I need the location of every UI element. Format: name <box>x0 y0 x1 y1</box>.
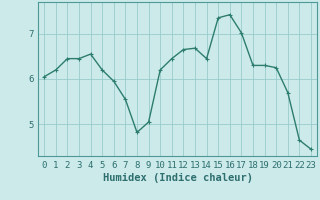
X-axis label: Humidex (Indice chaleur): Humidex (Indice chaleur) <box>103 173 252 183</box>
